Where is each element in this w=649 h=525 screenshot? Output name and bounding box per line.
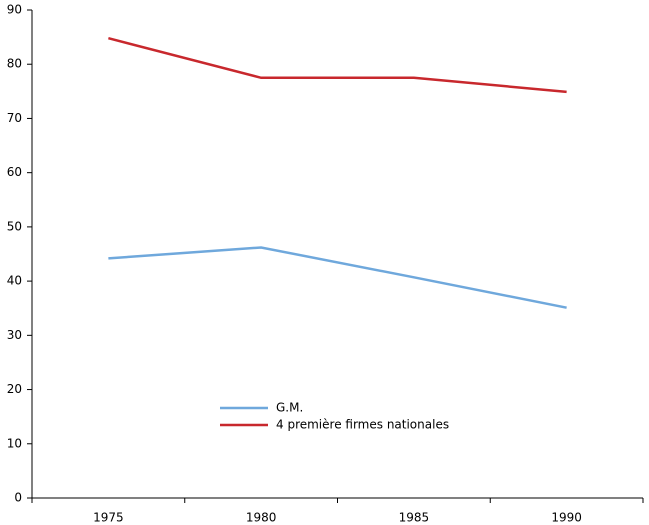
y-tick-label: 40	[7, 274, 22, 288]
x-tick-label: 1990	[551, 511, 582, 525]
y-tick-label: 80	[7, 57, 22, 71]
y-tick-label: 50	[7, 219, 22, 233]
x-tick-label: 1975	[93, 511, 124, 525]
series-line	[108, 246, 567, 309]
x-tick-label: 1980	[246, 511, 277, 525]
y-tick-label: 30	[7, 328, 22, 342]
y-tick-label: 10	[7, 436, 22, 450]
y-tick-label: 90	[7, 3, 22, 17]
y-tick-label: 20	[7, 382, 22, 396]
x-tick-label: 1985	[399, 511, 430, 525]
series-line	[108, 36, 567, 94]
legend-label: 4 première firmes nationales	[276, 418, 449, 432]
y-tick-label: 60	[7, 165, 22, 179]
y-tick-label: 70	[7, 111, 22, 125]
legend-label: G.M.	[276, 401, 303, 415]
y-tick-label: 0	[14, 491, 22, 505]
